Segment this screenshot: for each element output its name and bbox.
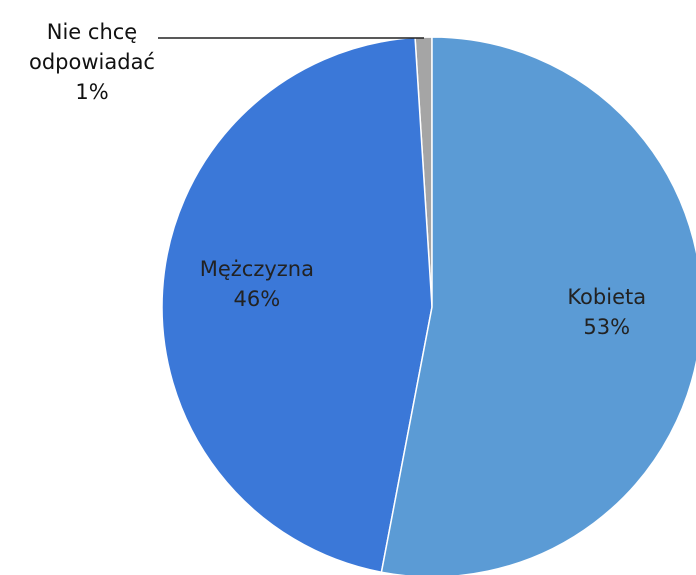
slice-label: Mężczyzna 46% <box>200 254 314 314</box>
category-label: Mężczyzna <box>199 256 314 281</box>
pie-slice <box>380 36 696 575</box>
pie-slice <box>161 36 433 574</box>
slice-label: Kobieta 53% <box>567 282 646 342</box>
value-label: 53% <box>583 314 631 339</box>
category-label: Nie chcę odpowiadać <box>29 20 155 74</box>
slice-label: Nie chcę odpowiadać 1% <box>12 17 172 107</box>
category-label: Kobieta <box>567 284 647 309</box>
value-label: 46% <box>233 286 281 311</box>
value-label: 1% <box>75 80 109 104</box>
